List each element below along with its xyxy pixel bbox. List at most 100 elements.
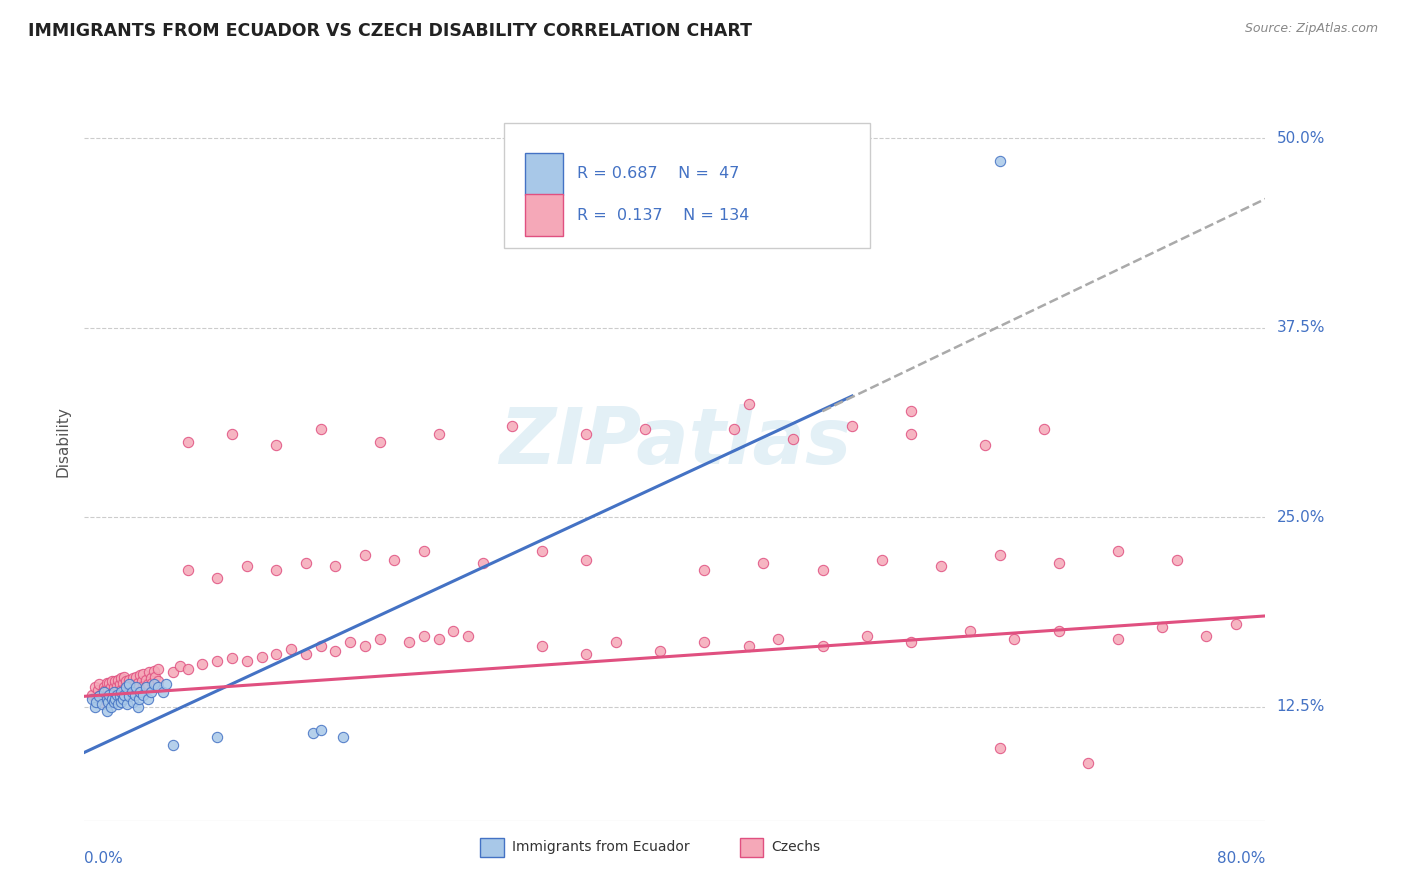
Point bbox=[96, 692, 118, 706]
Point bbox=[413, 629, 436, 643]
Point bbox=[111, 675, 134, 690]
Point bbox=[368, 434, 391, 449]
Point bbox=[129, 668, 152, 682]
Point bbox=[135, 673, 157, 687]
Point bbox=[811, 564, 834, 578]
Point bbox=[457, 629, 479, 643]
Point bbox=[959, 624, 981, 639]
Point bbox=[339, 634, 361, 648]
Point bbox=[125, 681, 148, 696]
Point bbox=[148, 662, 170, 676]
Point bbox=[250, 649, 273, 664]
Point bbox=[90, 695, 112, 709]
Bar bbox=[740, 838, 763, 857]
Point bbox=[94, 683, 117, 698]
Point bbox=[114, 686, 136, 700]
Point bbox=[87, 690, 111, 704]
Point bbox=[207, 655, 229, 669]
Point bbox=[177, 662, 200, 676]
Point bbox=[900, 404, 922, 418]
Point bbox=[634, 422, 657, 436]
Point bbox=[98, 675, 121, 690]
Point bbox=[110, 671, 132, 685]
Point bbox=[929, 558, 952, 573]
Point bbox=[988, 153, 1011, 168]
Point bbox=[96, 675, 118, 690]
Point bbox=[80, 692, 103, 706]
Point bbox=[575, 647, 598, 661]
Point bbox=[650, 644, 672, 658]
Point bbox=[110, 683, 132, 698]
Text: 25.0%: 25.0% bbox=[1277, 510, 1324, 524]
Text: ZIPatlas: ZIPatlas bbox=[499, 403, 851, 480]
Point bbox=[427, 427, 450, 442]
Point bbox=[97, 695, 120, 709]
Point bbox=[266, 437, 288, 451]
Point bbox=[870, 553, 893, 567]
Point bbox=[354, 548, 377, 563]
Point bbox=[101, 692, 124, 706]
Point bbox=[84, 692, 107, 706]
Text: Source: ZipAtlas.com: Source: ZipAtlas.com bbox=[1244, 22, 1378, 36]
Point bbox=[841, 419, 863, 434]
Point bbox=[86, 683, 108, 698]
Bar bbox=[524, 153, 562, 194]
Point bbox=[128, 680, 150, 694]
Point bbox=[105, 688, 128, 702]
Point bbox=[104, 692, 127, 706]
Point bbox=[162, 665, 184, 679]
Point bbox=[1077, 756, 1099, 770]
Point bbox=[112, 669, 135, 684]
Point bbox=[856, 629, 879, 643]
Point bbox=[91, 697, 114, 711]
Point bbox=[103, 685, 125, 699]
Point bbox=[125, 669, 148, 684]
Point bbox=[295, 556, 318, 570]
Point bbox=[221, 651, 243, 665]
Point bbox=[91, 686, 114, 700]
Point bbox=[309, 422, 332, 436]
Point bbox=[811, 639, 834, 653]
Point bbox=[110, 685, 132, 699]
Point bbox=[124, 688, 146, 702]
Text: R = 0.687    N =  47: R = 0.687 N = 47 bbox=[576, 167, 740, 181]
Point bbox=[132, 679, 155, 693]
Point bbox=[354, 639, 377, 653]
Point bbox=[124, 677, 146, 691]
Point bbox=[96, 705, 118, 719]
Point bbox=[605, 634, 627, 648]
Point bbox=[575, 427, 598, 442]
Point bbox=[152, 685, 174, 699]
Point bbox=[104, 674, 127, 689]
Point bbox=[125, 680, 148, 694]
Point bbox=[112, 681, 135, 696]
Point bbox=[472, 556, 495, 570]
Point bbox=[108, 677, 131, 691]
Point bbox=[148, 674, 170, 689]
Point bbox=[101, 686, 124, 700]
Point bbox=[1047, 624, 1070, 639]
Text: 0.0%: 0.0% bbox=[84, 851, 124, 866]
Point bbox=[236, 655, 259, 669]
Point bbox=[118, 677, 141, 691]
Point bbox=[93, 685, 115, 699]
Point bbox=[118, 673, 141, 687]
Point bbox=[141, 675, 163, 690]
Point bbox=[132, 688, 155, 702]
Point bbox=[135, 680, 157, 694]
Point bbox=[97, 683, 120, 698]
Point bbox=[114, 674, 136, 689]
Point bbox=[738, 639, 761, 653]
Point bbox=[120, 679, 142, 693]
Point bbox=[131, 674, 153, 689]
Point bbox=[325, 558, 347, 573]
Bar bbox=[479, 838, 503, 857]
Point bbox=[309, 639, 332, 653]
Point bbox=[368, 632, 391, 646]
Point bbox=[1107, 543, 1129, 558]
Point bbox=[108, 690, 131, 704]
Point bbox=[723, 422, 745, 436]
Point bbox=[177, 564, 200, 578]
Point bbox=[121, 683, 143, 698]
Point bbox=[98, 688, 121, 702]
